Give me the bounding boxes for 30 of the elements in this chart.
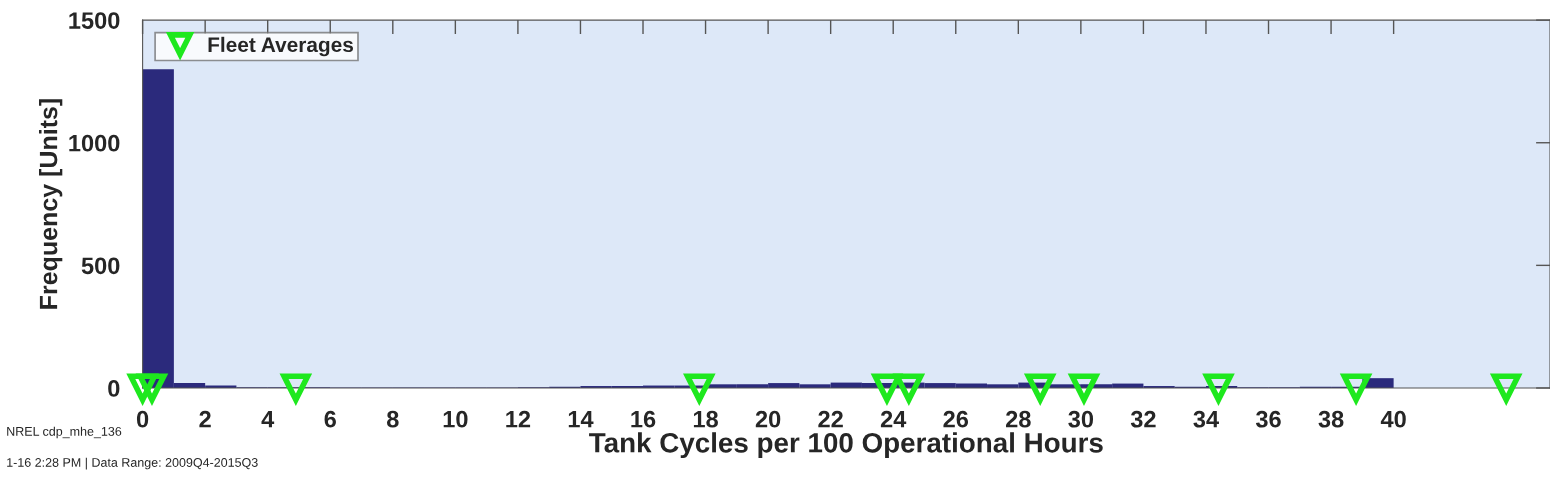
y-tick-label: 1500 — [69, 12, 120, 29]
x-tick-label: 36 — [1255, 410, 1281, 428]
x-tick-label: 0 — [136, 410, 149, 428]
x-tick-label: 14 — [568, 411, 594, 428]
x-axis-title: Tank Cycles per 100 Operational Hours — [589, 432, 1103, 459]
y-axis-title: Frequency [Units] — [39, 99, 63, 309]
x-tick-label: 20 — [755, 410, 781, 428]
x-tick-label: 2 — [199, 410, 211, 428]
y-tick-label: 1000 — [69, 134, 120, 152]
y-tick-label: 0 — [108, 380, 120, 397]
x-tick-label: 6 — [324, 410, 336, 428]
x-tick-label: 12 — [506, 410, 531, 428]
x-tick-label: 34 — [1193, 410, 1219, 428]
x-tick-label: 4 — [261, 411, 275, 428]
x-tick-label: 22 — [818, 410, 843, 428]
text: NREL cdp_mhe_136 — [7, 426, 122, 439]
x-tick-label: 16 — [631, 410, 656, 428]
y-tick-label: 500 — [81, 257, 120, 275]
x-tick-label: 24 — [880, 410, 907, 428]
x-tick-label: 18 — [693, 410, 718, 428]
x-tick-label: 26 — [943, 410, 969, 428]
x-tick-label: 38 — [1318, 410, 1344, 428]
x-tick-label: 40 — [1380, 410, 1406, 428]
text: 1-16 2:28 PM | Data Range: 2009Q4-2015Q3 — [7, 457, 258, 470]
x-tick-label: 28 — [1006, 410, 1031, 428]
x-tick-label: 10 — [443, 410, 468, 428]
x-tick-label: 8 — [386, 410, 399, 428]
x-tick-label: 30 — [1068, 410, 1094, 428]
legend-label: Fleet Averages — [208, 36, 353, 57]
x-tick-label: 32 — [1130, 410, 1156, 428]
